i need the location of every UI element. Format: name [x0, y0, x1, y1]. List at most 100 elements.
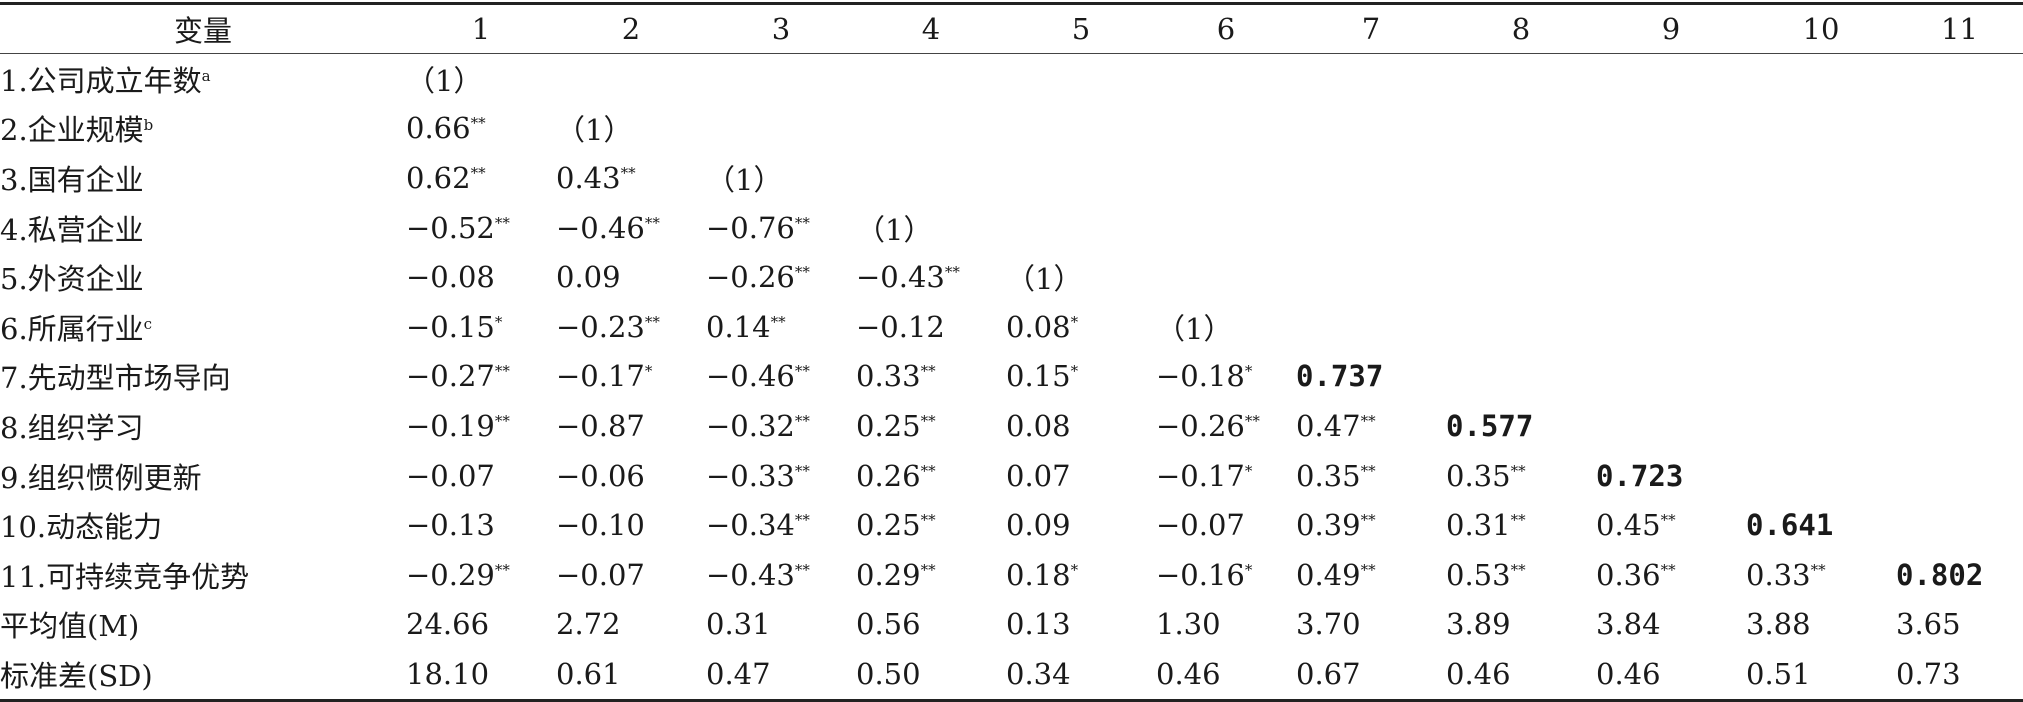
- header-row: 变量 1 2 3 4 5 6 7 8 9 10 11: [0, 3, 2023, 54]
- table-cell: −0.43**: [856, 260, 960, 295]
- table-cell: −0.33**: [706, 458, 810, 493]
- header-col-5: 5: [1071, 12, 1091, 46]
- row-label-text: 3.国有企业: [0, 162, 144, 197]
- significance-marker: **: [1510, 511, 1526, 530]
- significance-marker: **: [470, 114, 486, 133]
- significance-marker: **: [794, 511, 810, 530]
- table-cell: [1896, 54, 2023, 104]
- table-cell: 0.46: [1596, 656, 1661, 691]
- significance-marker: **: [1244, 411, 1260, 430]
- table-cell: （1）: [556, 113, 633, 148]
- table-cell: 0.51: [1746, 656, 1811, 691]
- table-cell: 0.62**: [406, 160, 486, 195]
- table-cell: （1）: [856, 212, 933, 247]
- table-cell: 0.50: [856, 656, 921, 691]
- table-cell: [1746, 302, 1896, 352]
- significance-marker: **: [1510, 461, 1526, 480]
- significance-marker: *: [494, 312, 503, 331]
- table-cell: 0.09: [1006, 508, 1071, 543]
- table-row: 10.动态能力 −0.13 −0.10 −0.34** 0.25** 0.09 −0.07 0…: [0, 500, 2023, 550]
- significance-marker: **: [794, 461, 810, 480]
- row-label: 11.可持续竞争优势: [0, 550, 406, 600]
- table-cell: [1896, 302, 2023, 352]
- table-cell: [856, 153, 1006, 203]
- table-cell: −0.29**: [406, 557, 510, 592]
- table-cell: 0.47**: [1296, 408, 1376, 443]
- row-label: 9.组织惯例更新: [0, 451, 406, 501]
- table-cell: [1896, 252, 2023, 302]
- table-row: 11.可持续竞争优势 −0.29** −0.07 −0.43** 0.29** 0.18*…: [0, 550, 2023, 600]
- table-cell: [1746, 104, 1896, 154]
- row-label-text: 8.组织学习: [0, 410, 144, 445]
- table-cell: 1.30: [1156, 607, 1221, 642]
- table-cell: −0.16*: [1156, 557, 1253, 592]
- header-col-6: 6: [1216, 12, 1236, 46]
- row-label: 平均值(M): [0, 600, 406, 650]
- table-cell: [1156, 252, 1296, 302]
- table-cell: （1）: [1006, 262, 1083, 297]
- table-cell: −0.52**: [406, 210, 510, 245]
- table-row: 2.企业规模b 0.66** （1）: [0, 104, 2023, 154]
- table-cell: −0.43**: [706, 557, 810, 592]
- significance-marker: **: [794, 362, 810, 381]
- row-label-text: 7.先动型市场导向: [0, 361, 231, 396]
- table-cell: [1156, 153, 1296, 203]
- table-cell: [1446, 153, 1596, 203]
- table-cell: 0.73: [1896, 656, 1961, 691]
- significance-marker: **: [1360, 411, 1376, 430]
- header-col-9: 9: [1661, 12, 1681, 46]
- table-cell: 0.45**: [1596, 508, 1676, 543]
- significance-marker: **: [494, 362, 510, 381]
- table-cell: 0.61: [556, 656, 621, 691]
- table-cell: [1296, 252, 1446, 302]
- table-cell: [1156, 203, 1296, 253]
- significance-marker: **: [494, 560, 510, 579]
- significance-marker: *: [1244, 560, 1253, 579]
- table-cell: −0.18*: [1156, 359, 1253, 394]
- table-cell: [1446, 54, 1596, 104]
- table-cell: −0.17*: [1156, 458, 1253, 493]
- significance-marker: **: [920, 461, 936, 480]
- table-cell: −0.76**: [706, 210, 810, 245]
- row-label: 标准差(SD): [0, 649, 406, 700]
- table-cell: −0.13: [406, 508, 495, 543]
- table-cell: 0.31: [706, 607, 771, 642]
- row-label-text: 标准差(SD): [0, 658, 153, 693]
- table-cell: 0.26**: [856, 458, 936, 493]
- header-col-3: 3: [771, 12, 791, 46]
- table-cell: 0.56: [856, 607, 921, 642]
- table-cell: 0.29**: [856, 557, 936, 592]
- footnote-marker: c: [143, 314, 153, 333]
- table-cell: 0.33**: [1746, 557, 1826, 592]
- table-cell: [706, 54, 856, 104]
- significance-marker: **: [620, 163, 636, 182]
- table-cell: [1596, 302, 1746, 352]
- table-cell: [1896, 153, 2023, 203]
- table-cell: [856, 54, 1006, 104]
- table-cell: 0.35**: [1296, 458, 1376, 493]
- table-cell: 0.25**: [856, 508, 936, 543]
- table-cell: [1006, 203, 1156, 253]
- row-label-text: 5.外资企业: [0, 262, 144, 297]
- table-cell: [1896, 500, 2023, 550]
- table-cell: [1746, 252, 1896, 302]
- table-cell: [1006, 104, 1156, 154]
- row-label: 6.所属行业c: [0, 302, 406, 352]
- significance-marker: **: [644, 312, 660, 331]
- significance-marker: **: [794, 213, 810, 232]
- table-row: 7.先动型市场导向 −0.27** −0.17* −0.46** 0.33** 0.15*…: [0, 352, 2023, 402]
- table-cell: 24.66: [406, 607, 490, 642]
- significance-marker: **: [494, 213, 510, 232]
- significance-marker: **: [1810, 560, 1826, 579]
- table-cell: [1296, 203, 1446, 253]
- row-label: 2.企业规模b: [0, 104, 406, 154]
- header-col-10: 10: [1802, 12, 1840, 46]
- table-cell: 18.10: [406, 656, 490, 691]
- table-cell: 0.36**: [1596, 557, 1676, 592]
- table-row: 平均值(M) 24.66 2.72 0.31 0.56 0.13 1.30 3.70 3.89 3…: [0, 600, 2023, 650]
- table-cell: 0.46: [1156, 656, 1221, 691]
- row-label-text: 平均值(M): [0, 609, 140, 644]
- table-cell: −0.26**: [1156, 408, 1260, 443]
- table-cell: （1）: [406, 63, 483, 98]
- table-cell: −0.12: [856, 309, 945, 344]
